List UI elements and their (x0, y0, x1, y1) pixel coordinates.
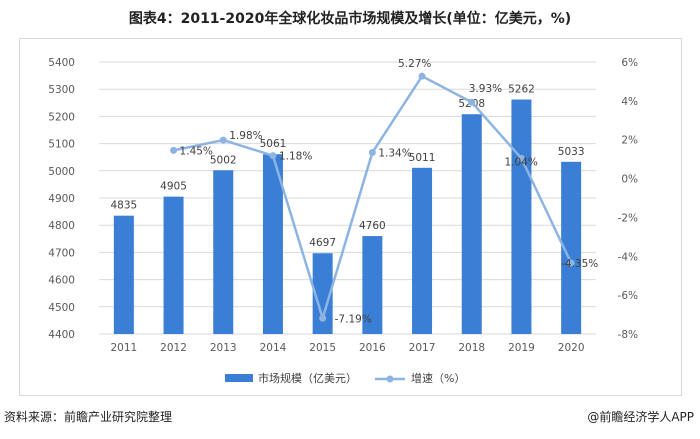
x-tick-label: 2018 (458, 342, 485, 354)
bar (412, 167, 433, 334)
bar (113, 215, 134, 334)
legend-swatch-bar (225, 374, 253, 382)
y-left-tick-label: 5400 (48, 57, 75, 69)
y-right-tick-label: -2% (618, 212, 638, 224)
bar (312, 253, 333, 334)
growth-point (468, 98, 476, 106)
line-data-label: 1.18% (279, 151, 312, 163)
growth-point (170, 146, 178, 154)
y-left-tick-label: 5000 (48, 166, 75, 178)
y-right-tick-label: 4% (621, 96, 638, 108)
y-right-tick-label: 0% (621, 174, 638, 186)
growth-point (219, 136, 227, 144)
line-data-label: 5.27% (398, 58, 431, 70)
chart-title: 图表4：2011-2020年全球化妆品市场规模及增长(单位：亿美元，%) (128, 11, 572, 27)
x-tick-label: 2017 (409, 342, 436, 354)
chart-frame: 4400 4500 4600 4700 4800 4900 5000 5100 5200 5300… (19, 38, 682, 396)
bar-data-label: 5002 (210, 154, 237, 166)
source-note: 资料来源：前瞻产业研究院整理 (4, 410, 173, 424)
x-tick-label: 2012 (160, 342, 187, 354)
bar (561, 161, 582, 334)
line-data-label: -7.19% (335, 313, 372, 325)
bar-data-label: 4905 (160, 181, 187, 193)
bar-data-label: 5061 (260, 138, 287, 150)
legend-label-bar: 市场规模（亿美元） (258, 371, 357, 385)
line-data-label: 1.45% (180, 145, 213, 157)
combo-chart: 4400 4500 4600 4700 4800 4900 5000 5100 5200 5300… (48, 57, 638, 385)
y-left-tick-label: 4500 (48, 302, 75, 314)
y-left-tick-label: 5300 (48, 84, 75, 96)
y-right-tick-label: -8% (618, 329, 638, 341)
x-tick-label: 2020 (558, 342, 585, 354)
bar-data-label: 5033 (558, 146, 585, 158)
line-data-label: 1.34% (378, 148, 411, 160)
line-data-label: -4.35% (561, 258, 598, 270)
x-tick-label: 2011 (110, 342, 137, 354)
line-data-label: 1.98% (229, 130, 262, 142)
line-data-label: 1.04% (504, 156, 537, 168)
growth-point (567, 259, 575, 267)
bar (461, 114, 482, 334)
bar (213, 170, 234, 334)
bar-data-label: 5262 (508, 84, 535, 96)
y-left-tick-label: 4700 (48, 247, 75, 259)
bar (511, 99, 532, 334)
bar-data-label: 4835 (110, 200, 137, 212)
bar (362, 236, 383, 334)
bar-data-label: 5011 (409, 152, 436, 164)
y-left-tick-label: 4600 (48, 275, 75, 287)
legend-label-line: 增速（%） (411, 371, 465, 385)
x-tick-label: 2013 (210, 342, 237, 354)
y-left-tick-label: 5100 (48, 139, 75, 151)
growth-point (418, 72, 426, 80)
y-right-tick-label: 2% (621, 135, 638, 147)
y-right-tick-label: -4% (618, 251, 638, 263)
x-tick-label: 2014 (260, 342, 287, 354)
x-tick-label: 2016 (359, 342, 386, 354)
bar-data-label: 4760 (359, 220, 386, 232)
line-data-label: 3.93% (469, 83, 502, 95)
bar (262, 154, 283, 334)
y-left-tick-label: 4900 (48, 193, 75, 205)
bar (163, 196, 184, 334)
growth-point (517, 154, 525, 162)
y-left-tick-label: 5200 (48, 111, 75, 123)
growth-point (319, 314, 327, 322)
x-tick-label: 2015 (309, 342, 336, 354)
y-left-tick-label: 4400 (48, 329, 75, 341)
y-right-tick-label: 6% (621, 57, 638, 69)
brand-credit: @前瞻经济学人APP (587, 410, 694, 424)
bar-data-label: 4697 (309, 237, 336, 249)
growth-point (269, 152, 277, 160)
growth-point (368, 149, 376, 157)
x-tick-label: 2019 (508, 342, 535, 354)
y-left-tick-label: 4800 (48, 220, 75, 232)
y-right-tick-label: -6% (618, 290, 638, 302)
legend-swatch-marker (386, 375, 394, 383)
